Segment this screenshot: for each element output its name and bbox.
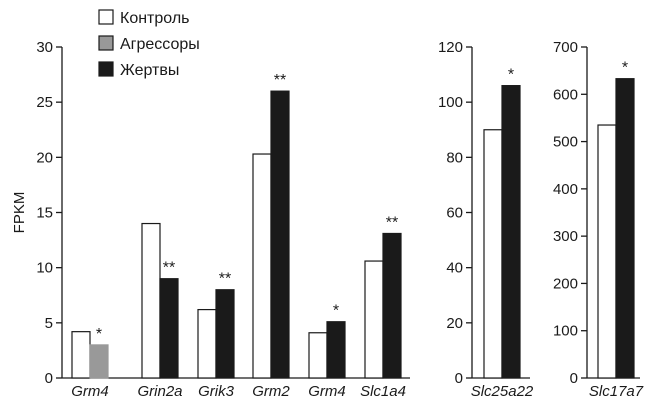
panel-left: 0 5 10 15 20 25 30 FPKM * Grm4 ** Grin2a ** Grik3 ** Gr…	[11, 39, 410, 400]
y-tick-label: 80	[446, 149, 463, 166]
x-category-label: Grm4	[308, 383, 346, 400]
y-tick-label: 15	[36, 205, 53, 222]
y-tick-label: 500	[553, 134, 578, 151]
bar-grik3-0	[197, 308, 217, 379]
legend-swatch-1	[98, 35, 114, 51]
y-tick-label: 300	[553, 228, 578, 245]
y-tick-label: 100	[438, 94, 463, 111]
y-tick-label: 0	[570, 370, 578, 387]
significance-marker: *	[96, 326, 102, 343]
significance-marker: *	[508, 67, 514, 84]
y-axis-label: FPKM	[11, 192, 28, 234]
bar-grm4-0	[308, 332, 328, 379]
x-category-label: Slc25a22	[471, 383, 534, 400]
legend-swatch-2	[98, 61, 114, 77]
bar-grik3-1	[215, 289, 235, 379]
bar-slc17a7-1	[615, 78, 635, 379]
bar-grm4-1	[326, 321, 346, 379]
y-tick-label: 60	[446, 205, 463, 222]
y-tick-label: 10	[36, 260, 53, 277]
legend: Контроль Агрессоры Жертвы	[98, 9, 200, 79]
significance-marker: **	[219, 271, 231, 288]
legend-swatch-0	[98, 9, 114, 25]
significance-marker: *	[622, 60, 628, 77]
y-tick-label: 20	[36, 149, 53, 166]
bar-grm4-1	[89, 344, 109, 379]
x-category-label: Grin2a	[137, 383, 182, 400]
x-category-label: Slc17a7	[589, 383, 644, 400]
bar-grin2a-0	[141, 222, 161, 379]
y-tick-label: 30	[36, 39, 53, 56]
bar-grin2a-1	[159, 278, 179, 379]
x-category-label: Grik3	[198, 383, 234, 400]
panel-right: 0 100 200 300 400 500 600 700 * Slc17a7	[553, 39, 644, 400]
y-tick-label: 100	[553, 323, 578, 340]
legend-label-0: Контроль	[120, 10, 190, 27]
significance-marker: **	[163, 260, 175, 277]
bar-slc17a7-0	[597, 124, 617, 379]
significance-marker: *	[333, 303, 339, 320]
y-tick-label: 400	[553, 181, 578, 198]
y-tick-label: 200	[553, 275, 578, 292]
bar-slc25a22-0	[483, 129, 503, 379]
bar-slc25a22-1	[501, 85, 521, 379]
y-tick-label: 0	[455, 370, 463, 387]
x-category-label: Grm2	[252, 383, 290, 400]
y-tick-label: 25	[36, 94, 53, 111]
bar-grm2-0	[252, 153, 272, 379]
bar-slc1a4-0	[364, 260, 384, 379]
bar-grm2-1	[270, 90, 290, 379]
y-tick-label: 700	[553, 39, 578, 56]
y-tick-label: 20	[446, 315, 463, 332]
bar-slc1a4-1	[382, 232, 402, 379]
y-tick-label: 120	[438, 39, 463, 56]
y-tick-label: 0	[45, 370, 53, 387]
bar-grm4-0	[71, 331, 91, 379]
y-tick-label: 40	[446, 260, 463, 277]
x-category-label: Grm4	[71, 383, 109, 400]
legend-label-1: Агрессоры	[120, 36, 200, 53]
chart-panels: 051015202530FPKM*Grm4**Grin2a**Grik3**Gr…	[11, 39, 644, 400]
legend-label-2: Жертвы	[120, 62, 179, 79]
significance-marker: **	[386, 214, 398, 231]
significance-marker: **	[274, 72, 286, 89]
x-category-label: Slc1a4	[360, 383, 406, 400]
panel-middle: 0 20 40 60 80 100 120 * Slc25a22	[438, 39, 534, 400]
y-tick-label: 600	[553, 86, 578, 103]
y-tick-label: 5	[45, 315, 53, 332]
